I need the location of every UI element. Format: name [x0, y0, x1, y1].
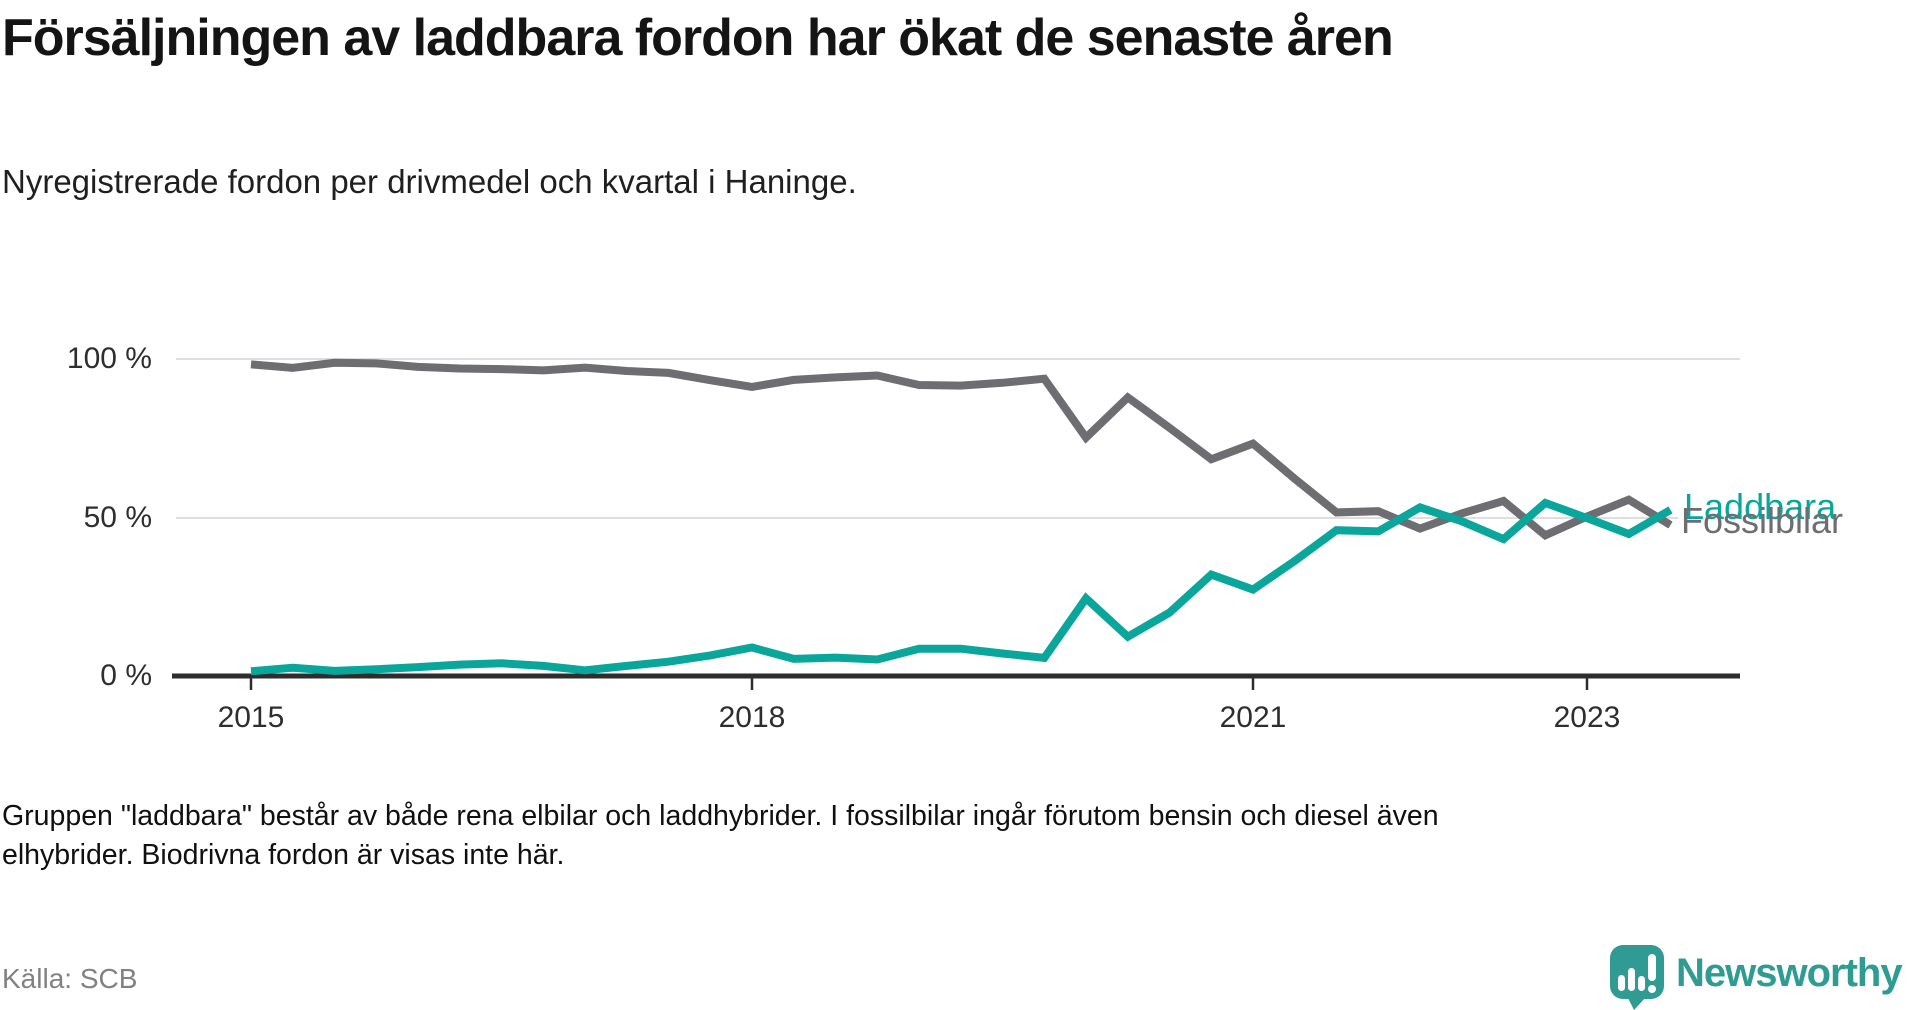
exclamation-bar — [1648, 954, 1656, 981]
chart-subtitle: Nyregistrerade fordon per drivmedel och … — [2, 163, 857, 200]
x-tick-label-2023: 2023 — [1553, 701, 1621, 734]
series-label-laddbara: Laddbara — [1684, 486, 1837, 527]
chart-footnote: Gruppen "laddbara" består av både rena e… — [2, 797, 1522, 876]
newsworthy-wordmark: Newsworthy — [1676, 951, 1903, 995]
x-tick-label-2018: 2018 — [718, 701, 786, 734]
x-tick-label-2021: 2021 — [1219, 701, 1287, 734]
series-label-fossilbilar: Fossilbilar — [1681, 500, 1844, 541]
line-fossilbilar — [250, 358, 1673, 540]
y-tick-label-50: 50 % — [83, 501, 152, 534]
page-title: Försäljningen av laddbara fordon har öka… — [2, 9, 1394, 67]
source-note: Källa: SCB — [2, 963, 138, 994]
exclamation-dot — [1648, 985, 1656, 993]
newsworthy-logo-icon — [1610, 945, 1664, 1010]
x-tick-label-2015: 2015 — [217, 701, 285, 734]
footnote-line-1: Gruppen "laddbara" består av både rena e… — [2, 800, 1439, 832]
line-laddbara — [250, 498, 1673, 676]
y-tick-label-0: 0 % — [100, 659, 152, 692]
footnote-line-2: elhybrider. Biodrivna fordon är visas in… — [2, 839, 565, 872]
speech-bubble-tail — [1627, 996, 1647, 1010]
y-tick-label-100: 100 % — [66, 342, 152, 375]
